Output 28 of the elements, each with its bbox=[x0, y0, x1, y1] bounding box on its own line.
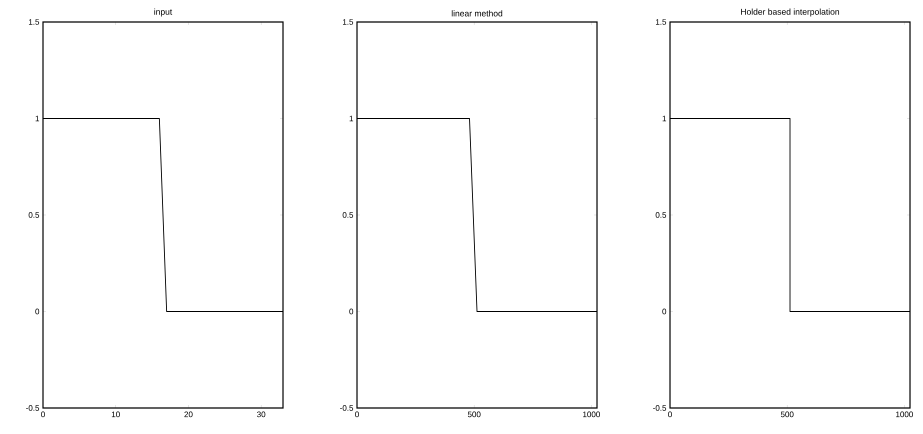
x-tick-label: 20 bbox=[184, 412, 193, 418]
y-tick-label: 0 bbox=[662, 308, 666, 314]
y-tick-label: 1.5 bbox=[342, 19, 354, 25]
x-tick-label: 30 bbox=[257, 412, 266, 418]
y-tick-label: 0.5 bbox=[656, 212, 666, 218]
y-tick-label: 0 bbox=[35, 308, 40, 314]
y-tick-label: 1.5 bbox=[28, 19, 40, 25]
y-tick-label: 0.5 bbox=[28, 212, 40, 218]
chart-title: Holder based interpolation bbox=[741, 8, 840, 16]
chart-title: linear method bbox=[452, 10, 502, 16]
y-tick-label: 0 bbox=[349, 308, 354, 314]
x-tick-label: 1000 bbox=[896, 412, 913, 418]
x-tick-label: 0 bbox=[668, 412, 672, 418]
x-tick-label: 1000 bbox=[583, 412, 600, 418]
y-tick-label: 1 bbox=[662, 116, 666, 122]
x-tick-label: 0 bbox=[41, 412, 45, 418]
y-tick-label: 1.5 bbox=[656, 19, 666, 25]
y-tick-label: 1 bbox=[350, 116, 354, 122]
y-tick-label: 0.5 bbox=[342, 212, 354, 218]
y-tick-label: -0.5 bbox=[340, 405, 354, 411]
chart-title: input bbox=[154, 8, 172, 16]
x-tick-label: 500 bbox=[468, 412, 481, 418]
y-tick-label: 1 bbox=[36, 116, 40, 122]
y-tick-label: -0.5 bbox=[26, 405, 40, 411]
x-tick-label: 10 bbox=[112, 412, 120, 418]
y-tick-label: -0.5 bbox=[653, 405, 666, 411]
x-tick-label: 0 bbox=[355, 412, 359, 418]
x-tick-label: 500 bbox=[780, 412, 794, 418]
